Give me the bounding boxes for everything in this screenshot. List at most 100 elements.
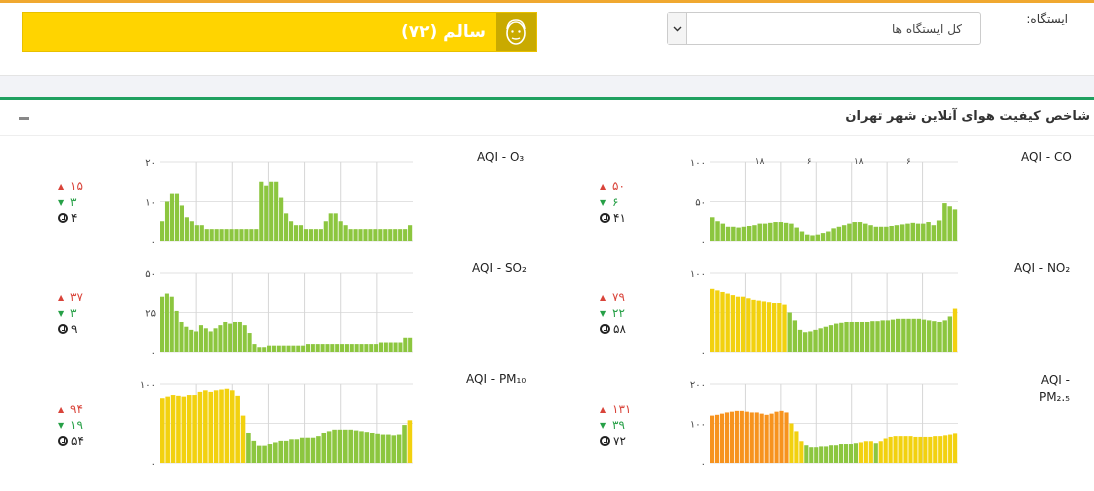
chart-bar	[242, 325, 247, 352]
y-tick-label: ۲۰	[145, 158, 156, 169]
minus-icon[interactable]	[19, 117, 29, 120]
station-label: ایستگاه:	[1026, 12, 1068, 26]
chart-bar	[198, 325, 203, 352]
chart-bar	[224, 388, 230, 463]
chart-bar	[244, 229, 249, 241]
chart-bar	[826, 231, 831, 241]
chart-bar	[893, 436, 898, 463]
chart-bar	[359, 344, 364, 352]
stat-avg: ۹	[71, 322, 78, 336]
chart-bar	[348, 229, 353, 241]
chart-bar	[824, 446, 829, 463]
chart-bar	[896, 318, 901, 352]
chart-bar	[932, 321, 937, 352]
chart-bar	[403, 337, 408, 352]
chart-bar	[911, 318, 916, 352]
station-select[interactable]: کل ایستگاه ها	[667, 12, 981, 45]
chart-bar	[204, 229, 209, 241]
chart-bar	[380, 434, 386, 463]
chart-bar	[854, 321, 860, 352]
chart-bar	[921, 223, 926, 241]
chart-bar	[894, 225, 900, 241]
chart-bar	[296, 345, 301, 352]
chart-bar	[777, 303, 782, 352]
chart-bar	[343, 225, 348, 241]
chart-bar	[197, 391, 203, 463]
chart-bar	[783, 222, 789, 241]
chart-bar	[323, 221, 328, 241]
chart-bar	[288, 221, 294, 241]
y-tick-label: ۱۰۰	[690, 269, 706, 280]
clock-icon	[600, 324, 610, 334]
chart-bar	[186, 395, 192, 463]
chart-bar	[219, 389, 224, 463]
chart-bar	[868, 441, 873, 463]
chart-bar	[310, 344, 315, 352]
down-arrow-icon: ▼	[600, 197, 607, 207]
down-arrow-icon: ▼	[58, 197, 65, 207]
chart-bar	[353, 229, 358, 241]
chart-bar	[952, 308, 958, 352]
chart-bar	[174, 193, 180, 241]
chart-bar	[759, 413, 764, 464]
chart-bar	[383, 229, 388, 241]
chart-bar	[710, 217, 715, 241]
chart-bar	[318, 229, 323, 241]
stat-avg: ۵۸	[613, 322, 626, 336]
chart-bar	[344, 344, 349, 352]
so2-chart: ۰ ۲۵ ۵۰	[145, 269, 413, 359]
chart-bar	[804, 234, 810, 241]
chart-bar	[794, 431, 799, 463]
down-arrow-icon: ▼	[58, 308, 65, 318]
chart-bar	[165, 396, 170, 463]
chart-bar	[289, 439, 294, 463]
up-arrow-icon: ▲	[600, 404, 607, 414]
chart-bar	[725, 293, 730, 352]
chart-bar	[228, 323, 233, 352]
chart-bar	[364, 432, 370, 463]
chart-bar	[237, 321, 242, 352]
chart-bar	[942, 203, 947, 241]
chart-bar	[870, 321, 875, 352]
chart-bar	[326, 431, 332, 463]
chart-bar	[734, 410, 739, 463]
chart-bar	[890, 319, 896, 352]
chart-bar	[176, 395, 181, 463]
chart-title-no2: AQI - NO₂	[1014, 261, 1071, 275]
stat-min: ۳	[70, 195, 77, 209]
chart-bar	[859, 321, 865, 352]
chart-bar	[310, 437, 316, 463]
chart-bar	[359, 431, 364, 463]
chart-bar	[247, 333, 252, 352]
chart-bar	[768, 222, 773, 241]
chart-bar	[305, 437, 310, 463]
chart-bar	[276, 345, 281, 352]
chart-bar	[710, 415, 715, 463]
chart-bar	[779, 410, 784, 463]
chart-bar	[239, 229, 244, 241]
x-tick-label: ۶	[807, 157, 812, 167]
chart-bar	[274, 181, 279, 241]
chart-bar	[873, 226, 879, 241]
chart-bar	[769, 413, 774, 464]
chart-title-so2: AQI - SO₂	[472, 261, 527, 275]
chart-bar	[169, 193, 175, 241]
chart-bar	[936, 220, 942, 241]
chart-bar	[189, 221, 194, 241]
chart-bar	[863, 223, 868, 241]
chart-bar	[857, 222, 863, 241]
chart-bar	[938, 436, 943, 463]
chart-bar	[294, 439, 300, 463]
chart-bar	[834, 445, 839, 463]
chart-bar	[369, 344, 374, 352]
up-arrow-icon: ▲	[600, 181, 607, 191]
station-select-value: کل ایستگاه ها	[892, 22, 962, 36]
chart-bar	[885, 320, 891, 352]
chevron-down-icon[interactable]	[668, 13, 687, 44]
chart-bar	[269, 181, 274, 241]
chart-title-o3: AQI - O₃	[477, 150, 525, 164]
up-arrow-icon: ▲	[58, 292, 65, 302]
chart-bar	[203, 390, 208, 463]
chart-bar	[286, 345, 291, 352]
chart-bar	[194, 331, 199, 352]
